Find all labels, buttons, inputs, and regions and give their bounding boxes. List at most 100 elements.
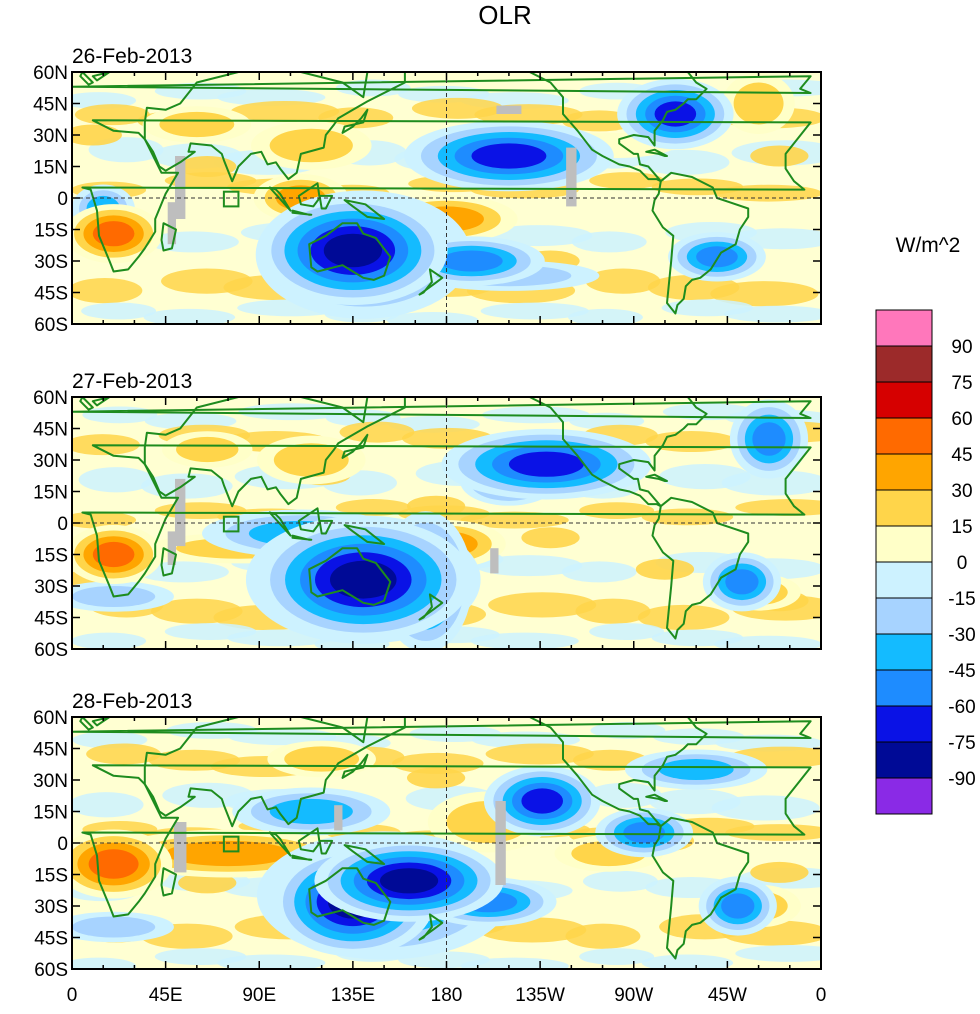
coastline <box>318 519 334 535</box>
field-blob <box>141 473 233 499</box>
anomaly-contour <box>696 246 738 268</box>
lat-tick-label: 45S <box>34 929 68 950</box>
coastline <box>297 827 321 853</box>
field-blob <box>217 954 326 969</box>
lat-tick-label: 0 <box>57 834 68 855</box>
colorbar-label: 30 <box>951 481 972 502</box>
lat-tick-label: 45S <box>34 284 68 305</box>
anomaly-contour <box>92 221 135 247</box>
field-blob <box>714 635 821 649</box>
lon-tick-label: 90W <box>614 985 653 1006</box>
coastline <box>91 717 111 727</box>
region-box <box>222 835 240 853</box>
lat-tick-label: 15N <box>33 483 68 504</box>
coastline <box>81 119 812 273</box>
colorbar-label: 45 <box>951 445 972 466</box>
field-blob <box>81 302 157 320</box>
anomaly-contour <box>284 746 360 772</box>
coastline <box>651 171 750 315</box>
coastline <box>418 913 444 941</box>
anomaly-contour <box>269 128 353 163</box>
lat-tick-label: 0 <box>57 189 68 210</box>
field-blob <box>485 743 594 765</box>
lat-tick-label: 30N <box>33 126 68 147</box>
anomaly-contour <box>379 868 439 894</box>
colorbar-label: -60 <box>948 697 975 718</box>
field-blob <box>521 527 580 549</box>
coastline <box>308 867 392 926</box>
coastline <box>645 793 668 802</box>
lat-tick-label: 15S <box>34 546 68 567</box>
field-blob <box>230 100 340 122</box>
anomaly-contour <box>471 143 547 169</box>
anomaly-contour <box>658 759 734 780</box>
coastline <box>79 72 94 86</box>
coastline <box>645 473 668 482</box>
field-blob <box>86 743 162 765</box>
coastline <box>651 816 750 960</box>
field-blob <box>339 421 415 443</box>
field-blob <box>711 795 820 821</box>
colorbar-swatch <box>875 525 933 563</box>
anomaly-contour <box>92 541 135 568</box>
field-blob <box>387 312 479 324</box>
anomaly-contour <box>623 822 665 843</box>
coastline <box>418 268 444 296</box>
field-blob <box>575 598 651 624</box>
coastline <box>291 854 313 861</box>
anomaly-contour <box>273 443 349 477</box>
olr-field <box>72 73 821 324</box>
lon-tick-label: 135E <box>331 985 375 1006</box>
field-blob <box>318 107 394 129</box>
lat-tick-label: 60N <box>33 63 68 84</box>
field-blob <box>635 558 695 580</box>
field-blob <box>143 308 236 324</box>
missing-data <box>167 531 177 565</box>
panel-title: 28-Feb-2013 <box>72 690 192 713</box>
missing-data <box>167 202 177 245</box>
coastlines <box>72 72 812 315</box>
lat-tick-label: 60N <box>33 708 68 729</box>
lon-tick-label: 180 <box>431 985 463 1006</box>
colorbar-label: 15 <box>951 517 972 538</box>
missing-data <box>496 105 522 114</box>
field-blob <box>470 632 579 649</box>
colorbar-swatch <box>875 597 933 635</box>
coastline <box>308 222 392 281</box>
colorbar-label: -45 <box>948 661 975 682</box>
field-blob <box>406 495 466 517</box>
colorbar-swatch <box>875 741 933 779</box>
anomaly-contour <box>72 916 156 938</box>
coastline <box>318 194 334 210</box>
field-blob <box>750 145 809 167</box>
coastline <box>72 400 812 419</box>
field-blob <box>406 767 466 789</box>
field-blob <box>579 948 655 966</box>
colorbar: 90 75 60 45 30 15 0 -15 -30 -45 -60 -75 -90 <box>875 309 976 815</box>
map-panel-2: 60N 45N 30N 15N 0 15S 30S 45S 60S 27-Feb-2013 <box>33 370 822 661</box>
field-blob <box>460 957 569 969</box>
field-blob <box>460 511 569 529</box>
coastline <box>341 108 369 134</box>
coastline <box>318 839 334 855</box>
coastline <box>268 831 292 857</box>
colorbar-label: 75 <box>951 373 972 394</box>
colorbar-swatch <box>875 561 933 599</box>
field-blob <box>178 872 237 894</box>
coastline <box>487 717 708 828</box>
lat-tick-label: 15N <box>33 158 68 179</box>
lat-tick-label: 0 <box>57 514 68 535</box>
coastline <box>645 148 668 157</box>
map-panel-3: 60N 45N 30N 15N 0 15S 30S 45S 60S 28-Feb-2013 0 45E… <box>33 690 826 1006</box>
anomaly-contour <box>725 569 759 595</box>
field-blob <box>637 149 730 175</box>
anomaly-contour <box>269 798 353 825</box>
units-label: W/m^2 <box>896 234 961 257</box>
field-blob <box>178 156 237 177</box>
coastline <box>160 222 177 252</box>
anomaly-contour <box>323 233 383 268</box>
colorbar-label: -75 <box>948 733 975 754</box>
lat-tick-label: 15N <box>33 803 68 824</box>
coastline <box>297 182 321 208</box>
